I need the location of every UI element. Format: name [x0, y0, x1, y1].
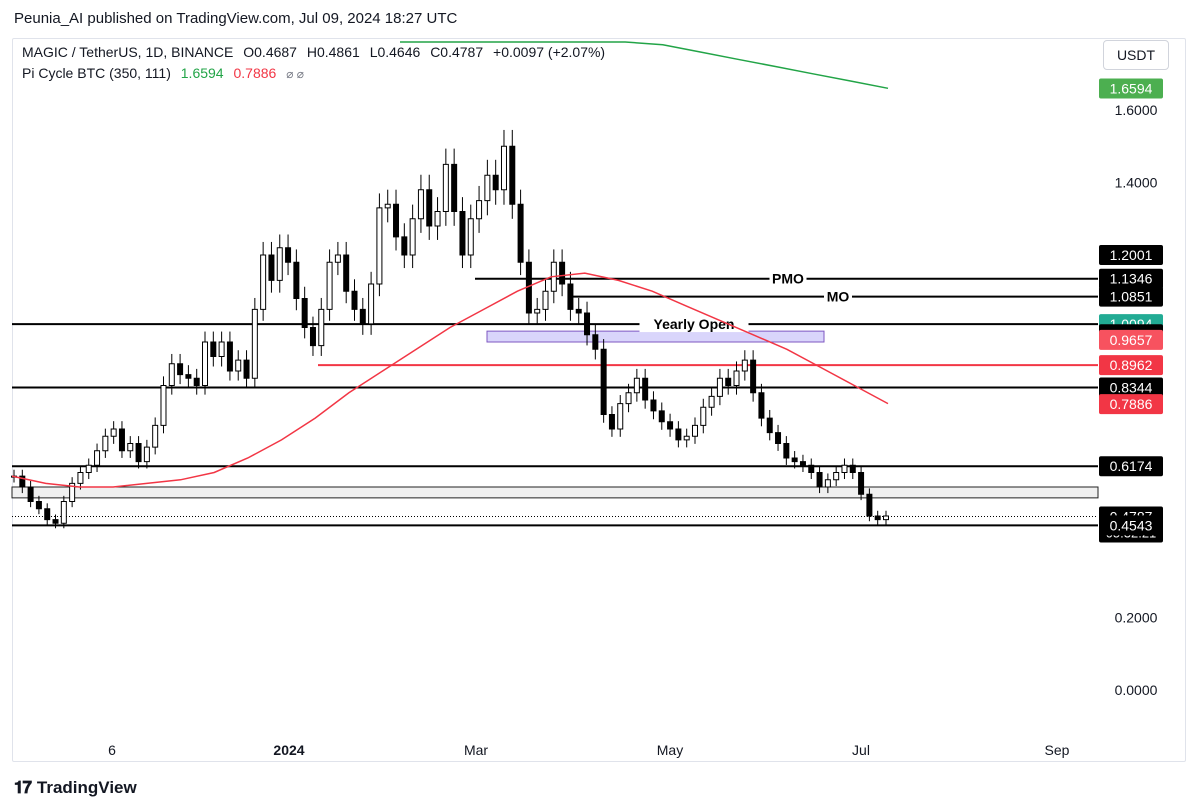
- open-value: O0.4687: [243, 44, 297, 60]
- indicator-value-1: 1.6594: [180, 65, 224, 81]
- chart-frame: [12, 38, 1186, 762]
- low-value: L0.4646: [369, 44, 421, 60]
- tradingview-logo-icon: 𝟏𝟕: [14, 778, 32, 797]
- indicator-value-2: 0.7886: [233, 65, 277, 81]
- footer-brand: TradingView: [36, 778, 137, 797]
- change-value: +0.0097 (+2.07%): [493, 44, 606, 60]
- symbol-title[interactable]: MAGIC / TetherUS, 1D, BINANCE: [22, 44, 234, 60]
- symbol-legend: MAGIC / TetherUS, 1D, BINANCE O0.4687 H0…: [22, 44, 611, 60]
- currency-button[interactable]: USDT: [1103, 40, 1169, 70]
- high-value: H0.4861: [306, 44, 360, 60]
- indicator-name[interactable]: Pi Cycle BTC (350, 111): [22, 65, 171, 81]
- visibility-icons[interactable]: ⌀ ⌀: [286, 67, 304, 81]
- publisher-line: Peunia_AI published on TradingView.com, …: [14, 10, 458, 27]
- indicator-legend: Pi Cycle BTC (350, 111) 1.6594 0.7886 ⌀ …: [22, 65, 310, 81]
- close-value: C0.4787: [430, 44, 484, 60]
- tradingview-logo[interactable]: 𝟏𝟕 TradingView: [14, 778, 137, 798]
